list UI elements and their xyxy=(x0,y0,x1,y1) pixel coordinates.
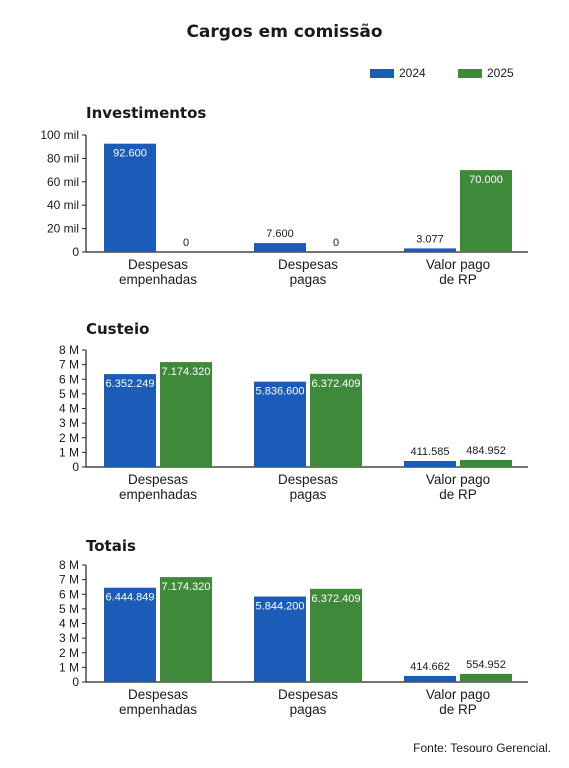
data-label: 7.600 xyxy=(266,228,294,240)
data-label: 554.952 xyxy=(466,659,506,671)
bar xyxy=(404,460,456,467)
chart-heading-custeio: Custeio xyxy=(86,320,150,338)
category-label: Valor pago de RP xyxy=(426,257,490,287)
y-tick-label: 80 mil xyxy=(47,151,79,165)
category-label: Despesas pagas xyxy=(278,687,338,717)
bar xyxy=(160,577,212,682)
legend-label-2024: 2024 xyxy=(399,66,426,80)
category-label: Valor pago de RP xyxy=(426,687,490,717)
bar xyxy=(104,374,156,467)
data-label: 0 xyxy=(333,237,339,249)
chart-heading-investimentos: Investimentos xyxy=(86,104,207,122)
bar xyxy=(310,588,362,682)
y-tick-label: 1 M xyxy=(59,660,79,674)
bar xyxy=(104,143,156,252)
chart-custeio: 01 M2 M3 M4 M5 M6 M7 M8 M 6.352.249 7.174.… xyxy=(59,343,528,502)
category-label: Despesas empenhadas xyxy=(119,257,197,287)
y-tick-label: 1 M xyxy=(59,445,79,459)
data-label: 7.174.320 xyxy=(162,581,211,593)
y-tick-label: 5 M xyxy=(59,387,79,401)
bar xyxy=(404,248,456,252)
y-tick-label: 3 M xyxy=(59,416,79,430)
data-label: 0 xyxy=(183,237,189,249)
y-tick-label: 3 M xyxy=(59,631,79,645)
data-label: 484.952 xyxy=(466,445,506,457)
y-tick-label: 7 M xyxy=(59,573,79,587)
data-label: 5.844.200 xyxy=(256,601,305,613)
y-tick-label: 4 M xyxy=(59,402,79,416)
data-label: 3.077 xyxy=(416,233,444,245)
y-tick-label: 100 mil xyxy=(40,128,79,142)
y-tick-label: 0 xyxy=(72,460,79,474)
y-tick-label: 2 M xyxy=(59,646,79,660)
bar xyxy=(254,243,306,252)
y-tick-label: 8 M xyxy=(59,558,79,572)
data-label: 70.000 xyxy=(469,174,503,186)
chart-investimentos: 0 20 mil 40 mil 60 mil 80 mil 100 mil 92.600 0 D… xyxy=(40,128,528,287)
data-label: 6.372.409 xyxy=(312,593,361,605)
bar xyxy=(104,587,156,682)
y-tick-label: 5 M xyxy=(59,602,79,616)
category-label: Despesas empenhadas xyxy=(119,687,197,717)
data-label: 7.174.320 xyxy=(162,366,211,378)
legend-item-2024: 2024 xyxy=(370,66,426,80)
y-tick-label: 6 M xyxy=(59,587,79,601)
source-note: Fonte: Tesouro Gerencial. xyxy=(413,741,551,755)
y-tick-label: 4 M xyxy=(59,617,79,631)
data-label: 6.372.409 xyxy=(312,378,361,390)
y-tick-label: 6 M xyxy=(59,372,79,386)
bar xyxy=(460,170,512,252)
y-tick-label: 60 mil xyxy=(47,175,79,189)
legend-swatch-2024 xyxy=(370,69,394,79)
y-tick-label: 7 M xyxy=(59,358,79,372)
category-label: Despesas pagas xyxy=(278,257,338,287)
bar xyxy=(460,673,512,682)
category-label: Despesas empenhadas xyxy=(119,472,197,502)
chart-totais: 01 M2 M3 M4 M5 M6 M7 M8 M 6.444.849 7.174.… xyxy=(59,558,528,717)
bar xyxy=(254,381,306,467)
legend-item-2025: 2025 xyxy=(458,66,514,80)
data-label: 5.836.600 xyxy=(256,386,305,398)
y-tick-label: 20 mil xyxy=(47,222,79,236)
legend-swatch-2025 xyxy=(458,69,482,79)
bar xyxy=(404,675,456,682)
data-label: 6.352.249 xyxy=(106,378,155,390)
data-label: 414.662 xyxy=(410,661,450,673)
y-tick-label: 8 M xyxy=(59,343,79,357)
category-label: Valor pago de RP xyxy=(426,472,490,502)
bar xyxy=(254,596,306,682)
y-tick-label: 40 mil xyxy=(47,198,79,212)
data-label: 6.444.849 xyxy=(106,592,155,604)
y-tick-label: 0 xyxy=(72,245,79,259)
y-tick-label: 2 M xyxy=(59,431,79,445)
category-label: Despesas pagas xyxy=(278,472,338,502)
bar xyxy=(160,362,212,467)
data-label: 92.600 xyxy=(113,148,147,160)
bar xyxy=(460,459,512,467)
chart-title: Cargos em comissão xyxy=(186,22,383,42)
chart-heading-totais: Totais xyxy=(86,537,136,555)
data-label: 411.585 xyxy=(411,446,450,458)
legend-label-2025: 2025 xyxy=(487,66,514,80)
y-tick-label: 0 xyxy=(72,675,79,689)
bar xyxy=(310,373,362,467)
